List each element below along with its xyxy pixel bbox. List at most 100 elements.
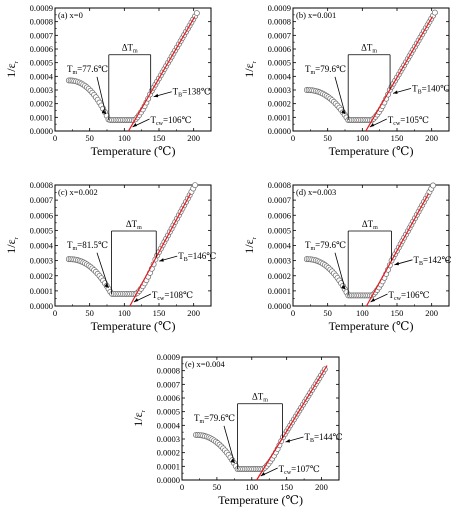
tb-label: TB=138℃ — [173, 87, 211, 99]
panel-label: (b) x=0.001 — [296, 10, 336, 20]
y-tick-label: 0.0002 — [268, 271, 291, 281]
x-tick-label: 200 — [315, 482, 328, 492]
x-tick-label: 0 — [53, 308, 57, 318]
tm-arrow-head — [104, 283, 109, 288]
y-tick-label: 0.0007 — [157, 379, 180, 389]
y-tick-label: 0.0001 — [30, 112, 53, 122]
y-tick-label: 0.0002 — [30, 99, 53, 109]
tb-label: TB=140℃ — [412, 83, 450, 95]
x-tick-label: 200 — [425, 133, 438, 143]
y-tick-label: 0.0009 — [268, 3, 291, 13]
y-tick-label: 0.0003 — [30, 85, 53, 95]
y-tick-label: 0.0005 — [157, 407, 180, 417]
data-point — [431, 9, 438, 16]
y-tick-label: 0.0006 — [268, 44, 291, 54]
tm-arrow-head — [230, 458, 235, 464]
panel-label: (a) x=0 — [58, 10, 83, 20]
x-tick-label: 150 — [391, 308, 404, 318]
x-tick-label: 150 — [280, 482, 293, 492]
y-tick-label: 0.0000 — [30, 301, 53, 311]
y-tick-label: 0.0006 — [157, 393, 180, 403]
x-tick-label: 200 — [425, 308, 438, 318]
x-axis-label: Temperature (℃) — [218, 493, 303, 507]
x-tick-label: 0 — [291, 308, 295, 318]
tm-arrow-head — [341, 284, 346, 290]
y-tick-label: 0.0007 — [268, 195, 291, 205]
data-points — [303, 9, 438, 124]
y-axis-label: 1/εr — [4, 237, 20, 253]
fit-line — [127, 16, 196, 132]
data-point — [430, 182, 437, 189]
tm-label: Tm=81.5℃ — [67, 240, 108, 252]
chart-panel-a: 0.0000 0.0001 0.0002 0.0003 0.0004 0.0005 0.00… — [4, 3, 212, 158]
y-axis-label: 1/εr — [131, 410, 147, 426]
chart-panel-b: 0.0000 0.0001 0.0002 0.0003 0.0004 0.0005 0.00… — [242, 3, 450, 158]
y-tick-label: 0.0005 — [268, 58, 291, 68]
delta-t-label: ΔTm — [126, 219, 142, 231]
panel-label: (c) x=0.002 — [58, 187, 98, 197]
y-tick-label: 0.0008 — [30, 17, 53, 27]
x-tick-label: 100 — [118, 133, 131, 143]
x-tick-label: 50 — [323, 133, 332, 143]
x-axis-label: Temperature (℃) — [91, 144, 176, 158]
tcw-arrow-head — [260, 472, 266, 476]
x-tick-label: 200 — [187, 133, 200, 143]
y-tick-label: 0.0000 — [268, 126, 291, 136]
tm-arrow — [223, 425, 235, 464]
y-tick-label: 0.0004 — [268, 241, 292, 251]
data-point — [192, 182, 199, 189]
tcw-label: Tcw=106℃ — [150, 115, 191, 127]
tb-arrow-head — [159, 258, 164, 262]
y-tick-label: 0.0002 — [268, 99, 291, 109]
tcw-arrow-head — [133, 298, 139, 302]
delta-t-label: ΔTm — [361, 43, 377, 55]
delta-t-label: ΔTm — [362, 219, 378, 231]
y-tick-label: 0.0007 — [30, 30, 53, 40]
tb-label: TB=146℃ — [178, 251, 216, 263]
tcw-label: Tcw=105℃ — [388, 115, 429, 127]
y-tick-label: 0.0002 — [157, 448, 180, 458]
y-tick-label: 0.0005 — [30, 225, 53, 235]
y-tick-label: 0.0003 — [268, 256, 291, 266]
y-tick-label: 0.0004 — [157, 420, 181, 430]
y-tick-label: 0.0004 — [30, 241, 54, 251]
x-tick-label: 100 — [356, 308, 369, 318]
y-tick-label: 0.0004 — [268, 71, 292, 81]
panel-label: (d) x=0.003 — [296, 187, 336, 197]
y-tick-label: 0.0000 — [157, 475, 180, 485]
y-tick-label: 0.0008 — [157, 366, 180, 376]
y-tick-label: 0.0009 — [30, 3, 53, 13]
x-tick-label: 100 — [356, 133, 369, 143]
y-tick-label: 0.0001 — [157, 461, 180, 471]
x-tick-label: 100 — [118, 308, 131, 318]
x-tick-label: 50 — [213, 482, 222, 492]
y-tick-label: 0.0003 — [157, 434, 180, 444]
y-axis-label: 1/εr — [242, 61, 258, 77]
data-point — [193, 10, 200, 17]
tm-label: Tm=79.6℃ — [305, 240, 346, 252]
x-tick-label: 150 — [391, 133, 404, 143]
y-tick-label: 0.0007 — [30, 195, 53, 205]
x-tick-label: 150 — [153, 308, 166, 318]
tcw-arrow-head — [132, 123, 137, 127]
y-tick-label: 0.0006 — [30, 210, 53, 220]
x-axis-label: Temperature (℃) — [329, 319, 414, 333]
tcw-label: Tcw=106℃ — [388, 290, 429, 302]
x-tick-label: 50 — [85, 133, 94, 143]
tm-arrow — [334, 76, 346, 115]
y-tick-label: 0.0001 — [30, 286, 53, 296]
y-tick-label: 0.0008 — [268, 180, 291, 190]
chart-panel-c: 0.0000 0.0001 0.0002 0.0003 0.0004 0.0005 0.00… — [4, 180, 216, 333]
y-tick-label: 0.0006 — [268, 210, 291, 220]
fit-line — [256, 365, 328, 481]
x-tick-label: 0 — [180, 482, 184, 492]
y-tick-label: 0.0000 — [268, 301, 291, 311]
y-tick-label: 0.0005 — [30, 58, 53, 68]
fit-line — [365, 193, 430, 307]
y-tick-label: 0.0009 — [157, 352, 180, 362]
y-tick-label: 0.0000 — [30, 126, 53, 136]
tcw-label: Tcw=108℃ — [152, 290, 193, 302]
y-tick-label: 0.0003 — [30, 256, 53, 266]
y-tick-label: 0.0001 — [268, 286, 291, 296]
